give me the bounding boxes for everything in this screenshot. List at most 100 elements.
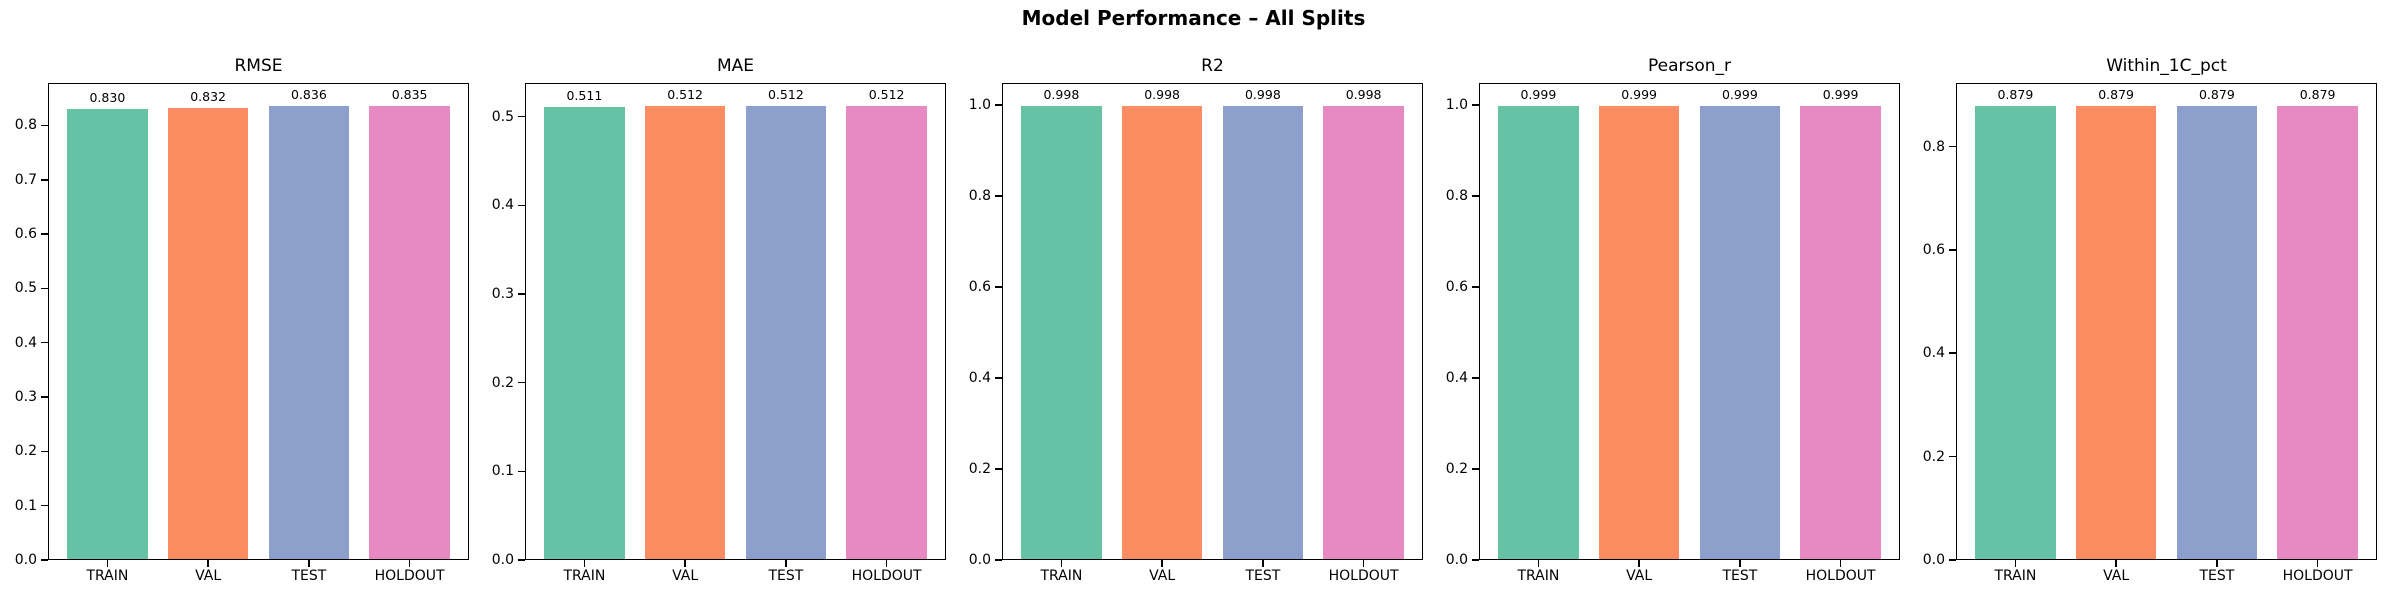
- x-tick-label: TEST: [291, 568, 327, 584]
- y-tick-mark: [41, 504, 48, 507]
- bar-test: [745, 106, 827, 560]
- y-tick-label: 0.0: [491, 552, 514, 568]
- x-tick-label: HOLDOUT: [2282, 568, 2353, 584]
- y-tick-mark: [41, 287, 48, 290]
- bar-value-label: 0.998: [1345, 86, 1382, 102]
- subplot-mae: MAE 0.511 TRAIN 0.512 VAL 0.512 TEST 0.512 HOLD…: [477, 0, 954, 595]
- subplot-title: MAE: [716, 56, 755, 76]
- y-tick-label: 0.0: [14, 552, 37, 568]
- bar-value-label: 0.835: [391, 87, 428, 103]
- x-tick-label: HOLDOUT: [851, 568, 922, 584]
- bar-val: [1121, 105, 1203, 560]
- y-tick-label: 0.1: [14, 497, 37, 514]
- bar-holdout: [1800, 105, 1881, 560]
- bar-holdout: [2277, 105, 2358, 560]
- bar-value-label: 0.999: [1721, 86, 1758, 102]
- bar-value-label: 0.832: [190, 89, 226, 104]
- bar-value-label: 0.999: [1822, 86, 1859, 102]
- y-tick-label: 0.8: [968, 187, 991, 204]
- y-tick-label: 0.1: [491, 463, 514, 480]
- x-tick-mark: [1262, 560, 1264, 567]
- plot-frame: [525, 83, 946, 560]
- y-tick-mark: [518, 470, 525, 473]
- y-tick-label: 0.8: [14, 117, 37, 134]
- x-tick-label: TEST: [1245, 568, 1281, 584]
- x-tick-label: TRAIN: [563, 568, 606, 584]
- y-tick-mark: [995, 286, 1002, 288]
- y-tick-label: 0.2: [1445, 461, 1468, 478]
- y-tick-label: 0.4: [968, 369, 991, 386]
- bar-val: [167, 108, 249, 560]
- y-tick-mark: [1472, 468, 1479, 470]
- x-tick-mark: [785, 560, 787, 567]
- y-tick-mark: [1949, 455, 1956, 458]
- bar-holdout: [1323, 105, 1404, 560]
- bar-holdout: [369, 106, 450, 560]
- y-tick-mark: [518, 381, 525, 384]
- y-tick-label: 0.3: [14, 389, 37, 405]
- y-tick-mark: [1472, 377, 1479, 379]
- y-tick-mark: [41, 341, 48, 344]
- x-tick-mark: [1362, 560, 1365, 567]
- x-tick-mark: [684, 560, 686, 567]
- y-tick-label: 0.8: [1445, 188, 1468, 205]
- bar-test: [268, 105, 350, 560]
- plot-frame: [1479, 83, 1900, 560]
- plot-frame: [1956, 83, 2377, 560]
- bar-test: [1222, 105, 1304, 560]
- y-tick-label: 0.6: [14, 226, 37, 242]
- x-tick-label: TRAIN: [86, 568, 129, 584]
- x-tick-label: VAL: [2103, 568, 2130, 584]
- y-tick-label: 0.2: [1922, 448, 1945, 465]
- bar-train: [67, 109, 148, 560]
- y-tick-label: 0.2: [491, 374, 514, 391]
- y-tick-mark: [1949, 559, 1956, 561]
- bar-train: [1498, 105, 1579, 560]
- y-tick-mark: [41, 178, 48, 181]
- x-tick-label: VAL: [1149, 568, 1176, 584]
- x-tick-mark: [583, 560, 586, 567]
- y-tick-mark: [41, 450, 48, 453]
- bar-value-label: 0.836: [290, 86, 327, 102]
- y-tick-mark: [1949, 145, 1956, 148]
- x-tick-mark: [1739, 560, 1741, 567]
- subplot-title: Within_1C_pct: [2106, 56, 2227, 76]
- bar-value-label: 0.998: [1144, 86, 1180, 102]
- y-tick-label: 0.5: [14, 280, 37, 297]
- x-tick-mark: [2216, 560, 2218, 567]
- y-tick-label: 0.3: [491, 286, 514, 302]
- x-tick-mark: [106, 560, 109, 567]
- bar-value-label: 0.830: [89, 90, 126, 106]
- y-tick-mark: [995, 468, 1002, 470]
- bar-value-label: 0.998: [1244, 86, 1281, 102]
- y-tick-mark: [1472, 104, 1479, 107]
- x-tick-mark: [1161, 560, 1163, 567]
- subplot-pearson-r: Pearson_r 0.999 TRAIN 0.999 VAL 0.999 TEST 0.9…: [1431, 0, 1908, 595]
- x-tick-mark: [885, 560, 888, 567]
- x-tick-label: HOLDOUT: [1805, 568, 1876, 584]
- y-tick-label: 0.6: [968, 278, 991, 295]
- x-tick-label: TEST: [768, 568, 804, 584]
- x-tick-mark: [1060, 560, 1063, 567]
- x-tick-mark: [408, 560, 411, 567]
- y-tick-mark: [1949, 352, 1956, 355]
- bar-value-label: 0.512: [868, 87, 905, 103]
- y-tick-mark: [995, 195, 1002, 197]
- bar-value-label: 0.511: [566, 87, 603, 103]
- x-tick-mark: [308, 560, 310, 567]
- subplot-title: R2: [1201, 56, 1224, 76]
- y-tick-mark: [1472, 559, 1479, 561]
- y-tick-mark: [1472, 286, 1479, 288]
- bar-val: [644, 106, 726, 560]
- y-tick-label: 0.4: [14, 334, 37, 351]
- bar-val: [1598, 105, 1680, 560]
- y-tick-label: 0.0: [1922, 552, 1945, 568]
- y-tick-mark: [995, 377, 1002, 379]
- bar-value-label: 0.879: [2299, 86, 2336, 102]
- x-tick-label: TRAIN: [1994, 568, 2037, 584]
- x-tick-label: VAL: [195, 568, 222, 584]
- bar-value-label: 0.879: [2098, 86, 2134, 102]
- x-tick-label: HOLDOUT: [1328, 568, 1399, 584]
- y-tick-mark: [995, 104, 1002, 106]
